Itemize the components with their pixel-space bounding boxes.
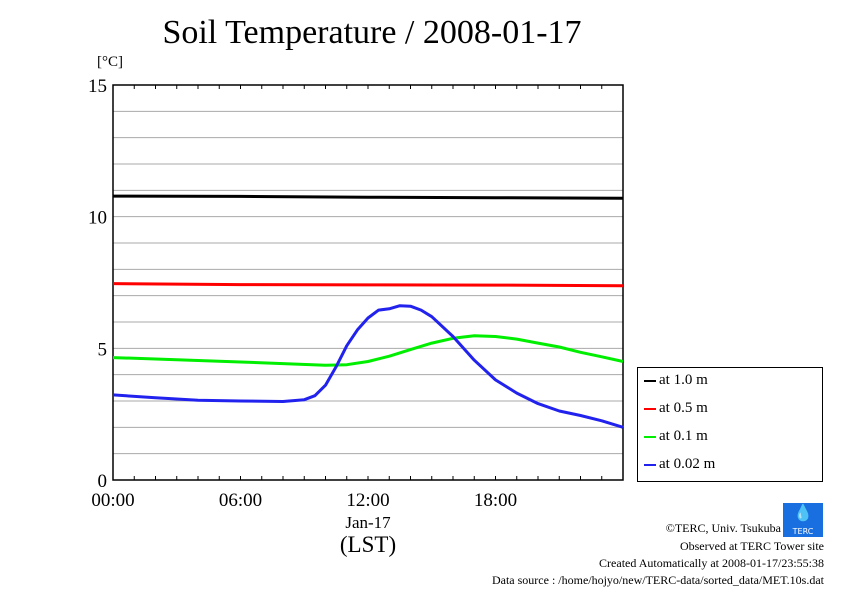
legend-item: at 1.0 m <box>644 372 708 389</box>
site-note: Observed at TERC Tower site <box>679 539 824 553</box>
series-line-at-0-5-m <box>112 282 624 288</box>
x-axis-label: (LST) <box>340 532 396 557</box>
y-tick-label: 5 <box>98 339 108 360</box>
y-axis-label: [°C] <box>97 54 123 70</box>
series-line-at-0-02-m <box>112 304 624 429</box>
copyright: ©TERC, Univ. Tsukuba <box>665 521 781 535</box>
x-tick-label: 06:00 <box>219 490 262 511</box>
y-tick-label: 10 <box>88 208 107 229</box>
created-note: Created Automatically at 2008-01-17/23:5… <box>599 556 824 570</box>
terc-logo: 💧 TERC <box>783 503 823 537</box>
plot-frame <box>112 84 624 481</box>
x-tick-label: 12:00 <box>346 490 389 511</box>
legend-item: at 0.02 m <box>644 456 715 473</box>
x-date-label: Jan-17 <box>345 513 391 532</box>
data-source: Data source : /home/hojyo/new/TERC-data/… <box>491 573 824 587</box>
series-line-at-0-1-m <box>112 334 624 367</box>
x-tick-label: 00:00 <box>91 490 134 511</box>
series-line-at-1-0-m <box>112 194 624 200</box>
legend-item: at 0.1 m <box>644 428 708 445</box>
y-tick-label: 15 <box>88 76 107 97</box>
y-tick-label: 0 <box>98 471 108 492</box>
chart-title: Soil Temperature / 2008-01-17 <box>162 14 582 51</box>
x-tick-label: 18:00 <box>474 490 517 511</box>
legend-item: at 0.5 m <box>644 400 708 417</box>
legend: at 1.0 m at 0.5 m at 0.1 m at 0.02 m <box>637 367 823 482</box>
